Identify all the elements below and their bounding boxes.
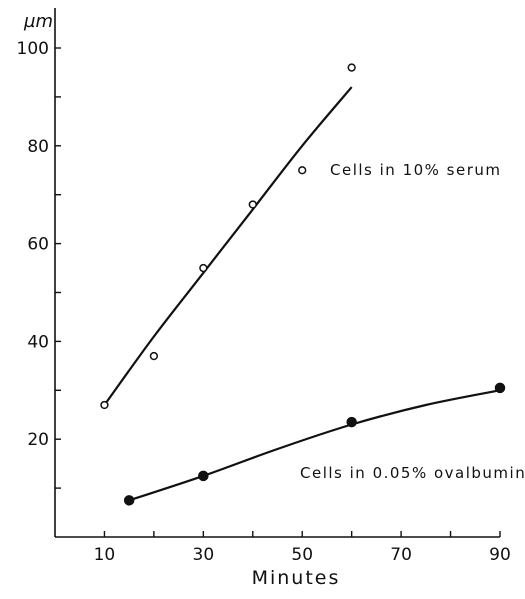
data-point-filled	[346, 416, 357, 428]
data-point-open	[100, 400, 109, 410]
x-tick-label: 70	[390, 545, 412, 565]
series-1	[123, 382, 506, 506]
y-tick-label: 80	[27, 137, 49, 157]
series-label-ovalbumin: Cells in 0.05% ovalbumin	[300, 464, 525, 482]
data-point-open	[248, 200, 257, 209]
data-point-open	[347, 63, 356, 72]
series-fit-line	[128, 389, 501, 502]
series-label-serum: Cells in 10% serum	[330, 161, 502, 179]
y-tick-label: 40	[27, 332, 49, 352]
series-0	[100, 63, 356, 410]
y-tick-label: 60	[27, 235, 49, 255]
x-ticks: 10 30 50 70 90	[94, 531, 511, 565]
y-ticks: 20 40 60 80 100	[17, 39, 61, 489]
series-fit-line	[103, 86, 353, 406]
y-axis-unit-label: µm	[23, 11, 53, 32]
x-tick-label: 10	[94, 545, 116, 565]
data-point-filled	[123, 495, 135, 506]
data-point-filled	[494, 382, 506, 394]
data-point-open	[298, 166, 307, 175]
series-layer	[100, 63, 506, 506]
x-tick-label: 50	[291, 545, 313, 565]
y-tick-label: 100	[17, 39, 49, 59]
data-point-filled	[198, 470, 209, 482]
x-tick-label: 30	[193, 545, 215, 565]
x-tick-label: 90	[489, 545, 511, 565]
y-tick-label: 20	[27, 430, 49, 450]
data-point-open	[149, 351, 159, 361]
axes	[54, 8, 500, 538]
x-axis-title: Minutes	[252, 567, 341, 589]
data-point-open	[199, 263, 208, 273]
